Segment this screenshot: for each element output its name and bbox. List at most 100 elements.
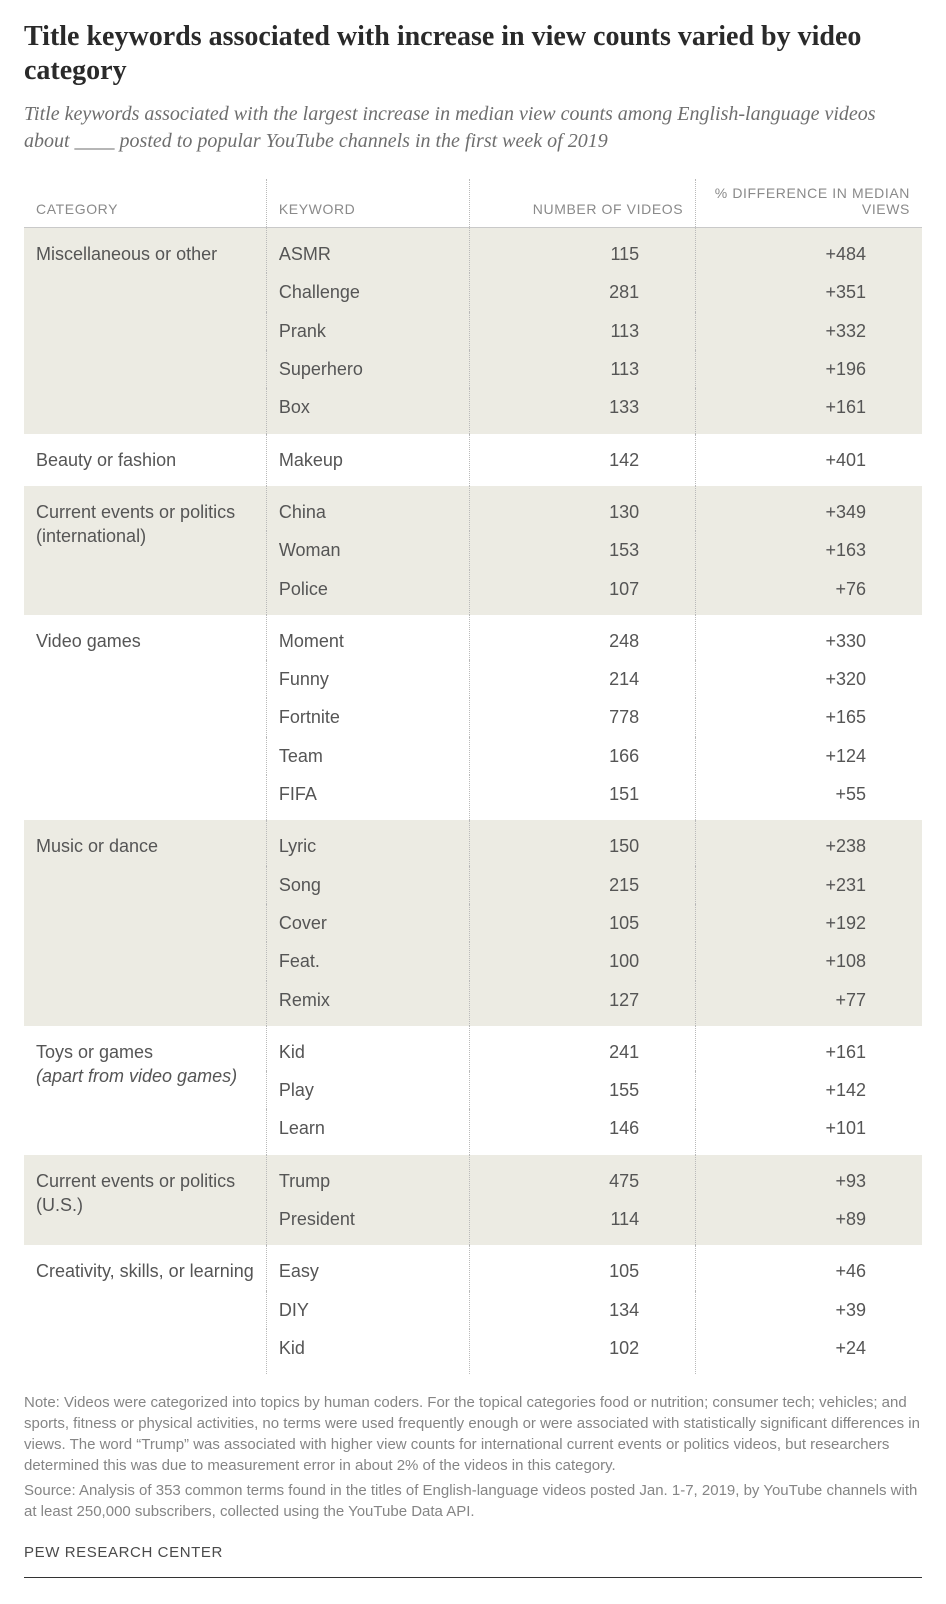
number-cell: 134 — [469, 1291, 695, 1329]
table-row: Current events or politics (U.S.)Trump47… — [24, 1155, 922, 1200]
footnote: Note: Videos were categorized into topic… — [24, 1392, 922, 1476]
diff-cell: +39 — [696, 1291, 922, 1329]
table-row: Video games Moment248+330 — [24, 615, 922, 660]
keyword-cell: President — [266, 1200, 469, 1245]
col-number: NUMBER OF VIDEOS — [469, 179, 695, 228]
category-cell: Current events or politics (internationa… — [24, 486, 266, 615]
diff-cell: +77 — [696, 981, 922, 1026]
diff-cell: +55 — [696, 775, 922, 820]
source-line: Source: Analysis of 353 common terms fou… — [24, 1480, 922, 1522]
keyword-cell: Fortnite — [266, 698, 469, 736]
keyword-cell: Learn — [266, 1109, 469, 1154]
diff-cell: +161 — [696, 1026, 922, 1071]
diff-cell: +484 — [696, 228, 922, 274]
page-title: Title keywords associated with increase … — [24, 20, 922, 87]
table-row: Music or dance Lyric150+238 — [24, 820, 922, 865]
col-category: CATEGORY — [24, 179, 266, 228]
diff-cell: +351 — [696, 273, 922, 311]
keyword-cell: DIY — [266, 1291, 469, 1329]
number-cell: 248 — [469, 615, 695, 660]
diff-cell: +192 — [696, 904, 922, 942]
number-cell: 130 — [469, 486, 695, 531]
diff-cell: +238 — [696, 820, 922, 865]
category-label: Beauty or fashion — [36, 450, 176, 470]
number-cell: 113 — [469, 350, 695, 388]
category-label: Video games — [36, 631, 141, 651]
keyword-cell: Remix — [266, 981, 469, 1026]
category-cell: Current events or politics (U.S.) — [24, 1155, 266, 1246]
keyword-cell: Funny — [266, 660, 469, 698]
category-label: Creativity, skills, or learning — [36, 1261, 254, 1281]
diff-cell: +330 — [696, 615, 922, 660]
number-cell: 127 — [469, 981, 695, 1026]
diff-cell: +124 — [696, 737, 922, 775]
diff-cell: +401 — [696, 434, 922, 486]
bottom-rule — [24, 1577, 922, 1578]
number-cell: 142 — [469, 434, 695, 486]
diff-cell: +76 — [696, 570, 922, 615]
category-label: Miscellaneous or other — [36, 244, 217, 264]
brand-label: PEW RESEARCH CENTER — [24, 1544, 922, 1561]
keyword-table: CATEGORY KEYWORD NUMBER OF VIDEOS % DIFF… — [24, 179, 922, 1374]
category-sublabel: (apart from video games) — [36, 1066, 237, 1086]
number-cell: 215 — [469, 866, 695, 904]
number-cell: 102 — [469, 1329, 695, 1374]
col-keyword: KEYWORD — [266, 179, 469, 228]
keyword-cell: China — [266, 486, 469, 531]
diff-cell: +320 — [696, 660, 922, 698]
diff-cell: +89 — [696, 1200, 922, 1245]
keyword-cell: Lyric — [266, 820, 469, 865]
table-row: Current events or politics (internationa… — [24, 486, 922, 531]
category-cell: Music or dance — [24, 820, 266, 1025]
diff-cell: +349 — [696, 486, 922, 531]
keyword-cell: Easy — [266, 1245, 469, 1290]
table-row: Toys or games(apart from video games)Kid… — [24, 1026, 922, 1071]
diff-cell: +165 — [696, 698, 922, 736]
table-row: Beauty or fashion Makeup142+401 — [24, 434, 922, 486]
number-cell: 150 — [469, 820, 695, 865]
keyword-cell: Feat. — [266, 942, 469, 980]
table-header-row: CATEGORY KEYWORD NUMBER OF VIDEOS % DIFF… — [24, 179, 922, 228]
number-cell: 133 — [469, 388, 695, 433]
diff-cell: +93 — [696, 1155, 922, 1200]
diff-cell: +108 — [696, 942, 922, 980]
category-cell: Toys or games(apart from video games) — [24, 1026, 266, 1155]
number-cell: 105 — [469, 1245, 695, 1290]
number-cell: 281 — [469, 273, 695, 311]
category-label: Music or dance — [36, 836, 158, 856]
table-row: Miscellaneous or other ASMR115+484 — [24, 228, 922, 274]
number-cell: 114 — [469, 1200, 695, 1245]
keyword-cell: Moment — [266, 615, 469, 660]
diff-cell: +196 — [696, 350, 922, 388]
number-cell: 113 — [469, 312, 695, 350]
keyword-cell: Challenge — [266, 273, 469, 311]
number-cell: 166 — [469, 737, 695, 775]
diff-cell: +46 — [696, 1245, 922, 1290]
keyword-cell: Police — [266, 570, 469, 615]
category-cell: Creativity, skills, or learning — [24, 1245, 266, 1374]
number-cell: 100 — [469, 942, 695, 980]
table-row: Creativity, skills, or learning Easy105+4… — [24, 1245, 922, 1290]
number-cell: 105 — [469, 904, 695, 942]
category-label: Current events or politics (internationa… — [36, 502, 235, 546]
keyword-cell: ASMR — [266, 228, 469, 274]
diff-cell: +24 — [696, 1329, 922, 1374]
number-cell: 146 — [469, 1109, 695, 1154]
keyword-cell: FIFA — [266, 775, 469, 820]
diff-cell: +163 — [696, 531, 922, 569]
keyword-cell: Song — [266, 866, 469, 904]
number-cell: 475 — [469, 1155, 695, 1200]
keyword-cell: Trump — [266, 1155, 469, 1200]
diff-cell: +161 — [696, 388, 922, 433]
category-label: Current events or politics (U.S.) — [36, 1171, 235, 1215]
number-cell: 778 — [469, 698, 695, 736]
keyword-cell: Kid — [266, 1329, 469, 1374]
keyword-cell: Superhero — [266, 350, 469, 388]
diff-cell: +231 — [696, 866, 922, 904]
number-cell: 151 — [469, 775, 695, 820]
keyword-cell: Makeup — [266, 434, 469, 486]
col-diff: % DIFFERENCE IN MEDIAN VIEWS — [696, 179, 922, 228]
number-cell: 115 — [469, 228, 695, 274]
diff-cell: +142 — [696, 1071, 922, 1109]
category-cell: Miscellaneous or other — [24, 228, 266, 434]
